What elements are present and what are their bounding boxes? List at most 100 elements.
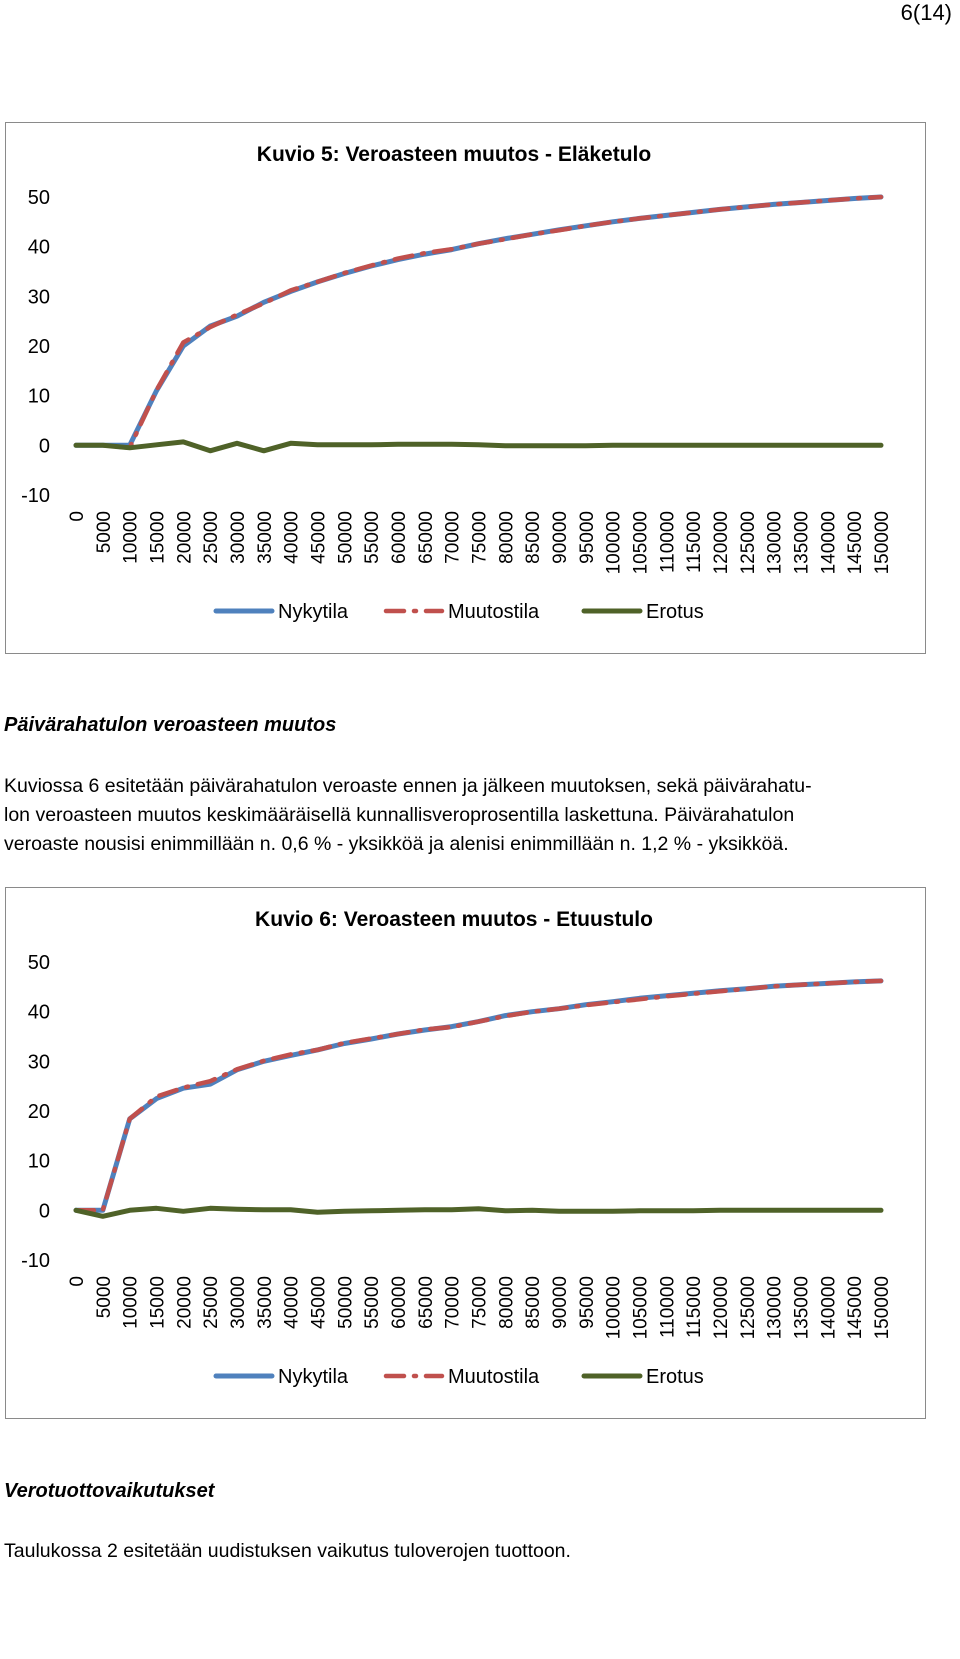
y-tick-label: 10	[28, 386, 50, 408]
x-tick-label: 50000	[335, 1276, 356, 1329]
x-tick-label: 90000	[550, 1276, 571, 1329]
x-tick-label: 110000	[657, 1276, 678, 1338]
x-tick-label: 40000	[282, 511, 303, 564]
y-tick-label: 40	[28, 1002, 50, 1024]
x-tick-label: 10000	[121, 1276, 142, 1329]
x-tick-label: 145000	[845, 1276, 866, 1339]
x-tick-label: 115000	[684, 511, 705, 573]
y-tick-label: 20	[28, 1101, 50, 1123]
chart-title: Kuvio 5: Veroasteen muutos - Eläketulo	[257, 143, 651, 166]
page-number: 6(14)	[900, 0, 952, 25]
x-tick-label: 85000	[523, 511, 544, 564]
x-tick-label: 65000	[416, 511, 437, 564]
x-tick-label: 65000	[416, 1276, 437, 1329]
paragraph-line: lon veroasteen muutos keskimääräisellä k…	[4, 804, 795, 826]
paragraph-kuvio-6-intro: Kuviossa 6 esitetään päivärahatulon vero…	[4, 772, 954, 859]
x-tick-label: 110000	[657, 511, 678, 573]
x-tick-label: 70000	[443, 1276, 464, 1329]
x-tick-label: 20000	[174, 1276, 195, 1329]
x-tick-label: 25000	[201, 511, 222, 564]
y-tick-label: 50	[28, 952, 50, 974]
chart-kuvio-6: Kuvio 6: Veroasteen muutos - Etuustulo 50…	[21, 908, 893, 1388]
x-tick-label: 15000	[148, 511, 169, 564]
x-tick-label: 115000	[684, 1276, 705, 1338]
legend-label-erotus: Erotus	[646, 601, 704, 623]
x-tick-label: 55000	[362, 511, 383, 564]
paragraph-taulukko-2: Taulukossa 2 esitetään uudistuksen vaiku…	[4, 1540, 571, 1562]
x-tick-label: 80000	[496, 1276, 517, 1329]
x-tick-label: 10000	[121, 511, 142, 564]
y-tick-label: 0	[39, 1200, 50, 1222]
legend-label-nykytila: Nykytila	[278, 601, 349, 623]
x-tick-label: 80000	[496, 511, 517, 564]
x-tick-label: 95000	[577, 1276, 598, 1329]
x-tick-label: 140000	[818, 511, 839, 574]
x-tick-label: 120000	[711, 1276, 732, 1339]
x-tick-label: 40000	[282, 1276, 303, 1329]
x-tick-label: 35000	[255, 511, 276, 564]
legend-label-muutostila: Muutostila	[448, 601, 540, 623]
x-tick-label: 45000	[309, 511, 330, 564]
x-tick-label: 55000	[362, 1276, 383, 1329]
x-tick-label: 130000	[765, 1276, 786, 1339]
chart-kuvio-5: Kuvio 5: Veroasteen muutos - Eläketulo 50…	[21, 143, 893, 623]
y-tick-label: 10	[28, 1151, 50, 1173]
y-tick-label: 30	[28, 1051, 50, 1073]
y-tick-label: 50	[28, 187, 50, 209]
x-tick-label: 5000	[94, 511, 115, 553]
x-tick-label: 125000	[738, 1276, 759, 1339]
x-tick-label: 135000	[792, 1276, 813, 1339]
series-line-nykytila	[73, 194, 884, 448]
legend-label-muutostila: Muutostila	[448, 1366, 540, 1388]
x-tick-label: 30000	[228, 1276, 249, 1329]
paragraph-line: veroaste nousisi enimmillään n. 0,6 % - …	[4, 833, 789, 855]
legend-label-nykytila: Nykytila	[278, 1366, 349, 1388]
chart-title: Kuvio 6: Veroasteen muutos - Etuustulo	[255, 908, 653, 931]
x-tick-label: 15000	[148, 1276, 169, 1329]
legend-label-erotus: Erotus	[646, 1366, 704, 1388]
x-tick-label: 60000	[389, 1276, 410, 1329]
x-tick-label: 60000	[389, 511, 410, 564]
x-tick-label: 100000	[604, 1276, 625, 1339]
x-tick-label: 135000	[792, 511, 813, 574]
series-line-muutostila	[73, 194, 884, 451]
x-tick-label: 35000	[255, 1276, 276, 1329]
y-tick-label: 0	[39, 435, 50, 457]
x-tick-label: 0	[67, 1276, 88, 1287]
x-tick-label: 0	[67, 511, 88, 522]
y-tick-label: 20	[28, 336, 50, 358]
chart-frame-kuvio-6: Kuvio 6: Veroasteen muutos - Etuustulo 50…	[5, 887, 926, 1419]
x-tick-label: 25000	[201, 1276, 222, 1329]
x-tick-label: 130000	[765, 511, 786, 574]
x-tick-label: 30000	[228, 511, 249, 564]
x-tick-label: 50000	[335, 511, 356, 564]
section-heading-verotuottovaikutukset: Verotuottovaikutukset	[4, 1480, 215, 1502]
x-tick-label: 70000	[443, 511, 464, 564]
x-tick-label: 100000	[604, 511, 625, 574]
x-tick-label: 105000	[631, 511, 652, 574]
x-tick-label: 150000	[872, 1276, 893, 1339]
y-tick-label: -10	[21, 485, 50, 507]
x-tick-label: 45000	[309, 1276, 330, 1329]
x-tick-label: 150000	[872, 511, 893, 574]
x-tick-label: 75000	[470, 511, 491, 564]
x-tick-label: 145000	[845, 511, 866, 574]
x-tick-label: 95000	[577, 511, 598, 564]
x-tick-label: 85000	[523, 1276, 544, 1329]
x-tick-label: 20000	[174, 511, 195, 564]
series-line-nykytila	[73, 978, 884, 1213]
y-tick-label: 30	[28, 286, 50, 308]
series-line-erotus	[73, 439, 884, 454]
x-tick-label: 75000	[470, 1276, 491, 1329]
x-tick-label: 125000	[738, 511, 759, 574]
x-tick-label: 140000	[818, 1276, 839, 1339]
x-tick-label: 105000	[631, 1276, 652, 1339]
chart-frame-kuvio-5: Kuvio 5: Veroasteen muutos - Eläketulo 50…	[5, 122, 926, 654]
series-line-muutostila	[73, 978, 884, 1213]
series-line-erotus	[73, 1205, 884, 1219]
paragraph-line: Kuviossa 6 esitetään päivärahatulon vero…	[4, 775, 812, 797]
x-tick-label: 120000	[711, 511, 732, 574]
y-tick-label: 40	[28, 237, 50, 259]
section-heading-paivarahatulo: Päivärahatulon veroasteen muutos	[4, 714, 337, 736]
x-tick-label: 90000	[550, 511, 571, 564]
